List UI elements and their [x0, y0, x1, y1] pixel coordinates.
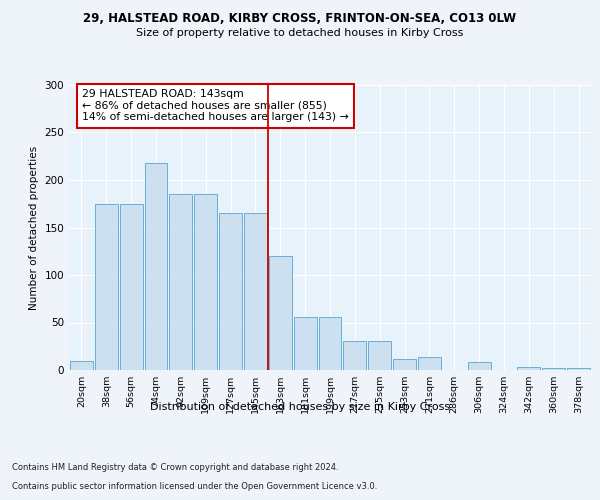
- Bar: [269, 256, 292, 370]
- Bar: [393, 358, 416, 370]
- Text: Size of property relative to detached houses in Kirby Cross: Size of property relative to detached ho…: [136, 28, 464, 38]
- Bar: [70, 360, 93, 370]
- Y-axis label: Number of detached properties: Number of detached properties: [29, 146, 39, 310]
- Bar: [145, 163, 167, 370]
- Bar: [95, 204, 118, 370]
- Bar: [542, 368, 565, 370]
- Bar: [517, 367, 540, 370]
- Text: Contains HM Land Registry data © Crown copyright and database right 2024.: Contains HM Land Registry data © Crown c…: [12, 464, 338, 472]
- Bar: [368, 340, 391, 370]
- Bar: [294, 317, 317, 370]
- Bar: [169, 194, 192, 370]
- Bar: [120, 204, 143, 370]
- Bar: [194, 194, 217, 370]
- Bar: [343, 340, 366, 370]
- Text: 29 HALSTEAD ROAD: 143sqm
← 86% of detached houses are smaller (855)
14% of semi-: 29 HALSTEAD ROAD: 143sqm ← 86% of detach…: [82, 90, 349, 122]
- Bar: [567, 368, 590, 370]
- Text: Contains public sector information licensed under the Open Government Licence v3: Contains public sector information licen…: [12, 482, 377, 491]
- Text: Distribution of detached houses by size in Kirby Cross: Distribution of detached houses by size …: [150, 402, 450, 412]
- Bar: [219, 213, 242, 370]
- Text: 29, HALSTEAD ROAD, KIRBY CROSS, FRINTON-ON-SEA, CO13 0LW: 29, HALSTEAD ROAD, KIRBY CROSS, FRINTON-…: [83, 12, 517, 26]
- Bar: [418, 356, 441, 370]
- Bar: [468, 362, 491, 370]
- Bar: [244, 213, 267, 370]
- Bar: [319, 317, 341, 370]
